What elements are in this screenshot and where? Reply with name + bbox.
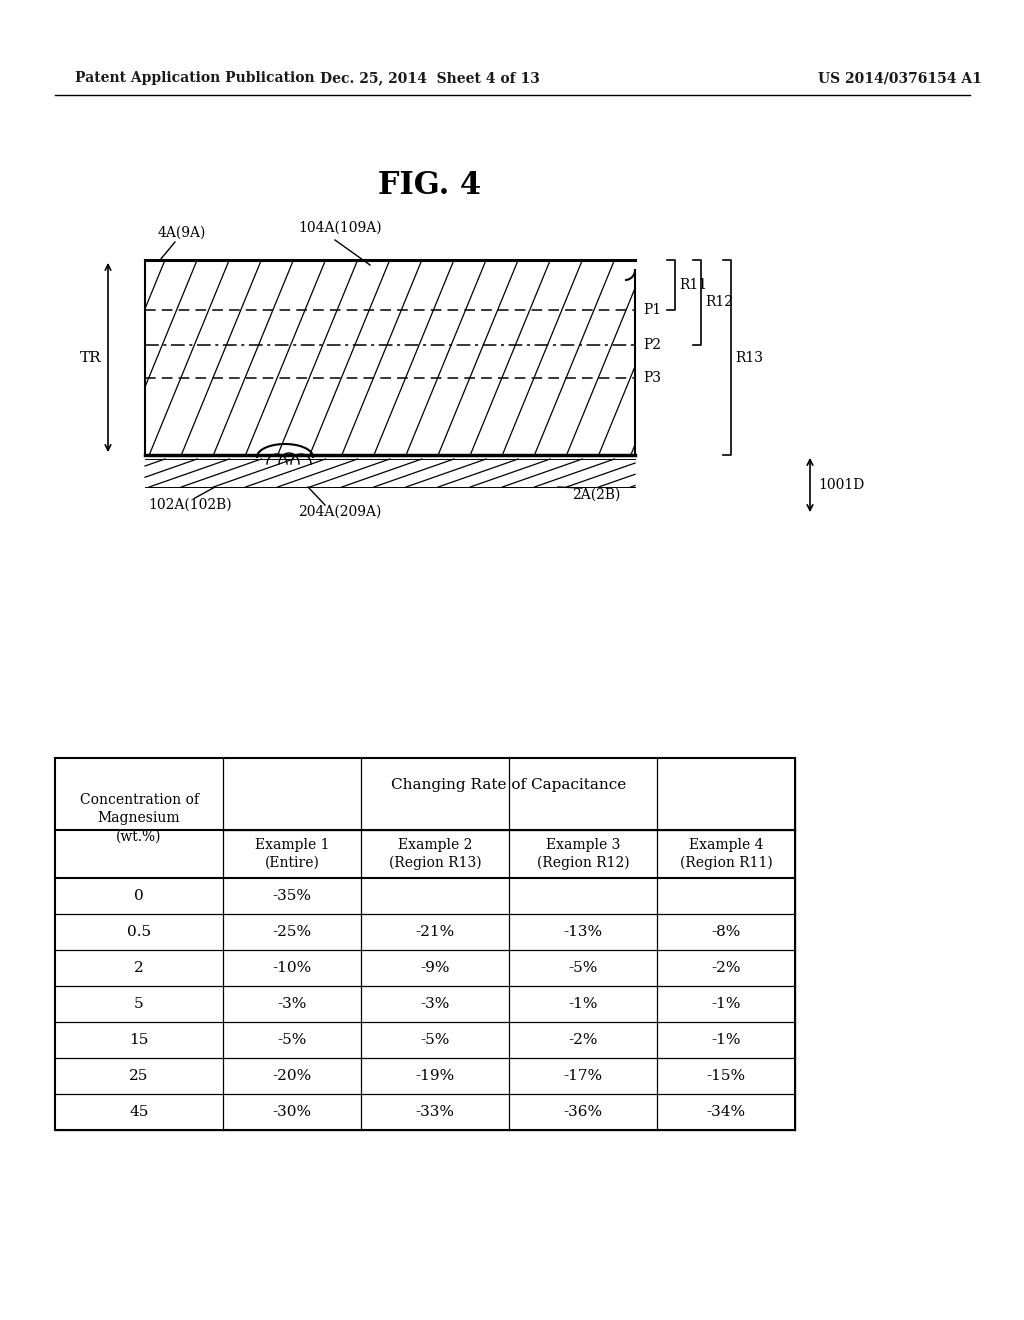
Text: 102A(102B): 102A(102B) bbox=[148, 498, 231, 512]
Text: -1%: -1% bbox=[712, 1034, 740, 1047]
Text: Example 4
(Region R11): Example 4 (Region R11) bbox=[680, 838, 772, 870]
Text: -36%: -36% bbox=[563, 1105, 602, 1119]
Text: -17%: -17% bbox=[563, 1069, 602, 1082]
Text: -15%: -15% bbox=[707, 1069, 745, 1082]
Text: -3%: -3% bbox=[420, 997, 450, 1011]
Text: -13%: -13% bbox=[563, 925, 602, 939]
Text: P2: P2 bbox=[643, 338, 662, 352]
Text: R11: R11 bbox=[679, 279, 708, 292]
Text: 104A(109A): 104A(109A) bbox=[298, 220, 382, 235]
Text: 0.5: 0.5 bbox=[127, 925, 152, 939]
Text: -1%: -1% bbox=[568, 997, 598, 1011]
Text: P3: P3 bbox=[643, 371, 662, 385]
Text: Example 3
(Region R12): Example 3 (Region R12) bbox=[537, 838, 630, 870]
Text: -5%: -5% bbox=[278, 1034, 306, 1047]
Text: 1001D: 1001D bbox=[818, 478, 864, 492]
Text: -8%: -8% bbox=[712, 925, 740, 939]
Text: -30%: -30% bbox=[272, 1105, 311, 1119]
Text: 4A(9A): 4A(9A) bbox=[158, 226, 207, 240]
Text: -2%: -2% bbox=[712, 961, 740, 975]
Text: -5%: -5% bbox=[420, 1034, 450, 1047]
Text: -25%: -25% bbox=[272, 925, 311, 939]
Text: R13: R13 bbox=[735, 351, 763, 364]
Text: Concentration of
Magnesium
(wt.%): Concentration of Magnesium (wt.%) bbox=[80, 792, 199, 843]
Text: -9%: -9% bbox=[420, 961, 450, 975]
Text: -10%: -10% bbox=[272, 961, 311, 975]
Text: Patent Application Publication: Patent Application Publication bbox=[75, 71, 314, 84]
Text: -1%: -1% bbox=[712, 997, 740, 1011]
Text: Dec. 25, 2014  Sheet 4 of 13: Dec. 25, 2014 Sheet 4 of 13 bbox=[321, 71, 540, 84]
Text: 2A(2B): 2A(2B) bbox=[572, 488, 621, 502]
Text: Example 1
(Entire): Example 1 (Entire) bbox=[255, 838, 330, 870]
Text: -34%: -34% bbox=[707, 1105, 745, 1119]
Text: TR: TR bbox=[80, 351, 102, 364]
Text: 45: 45 bbox=[129, 1105, 148, 1119]
Text: US 2014/0376154 A1: US 2014/0376154 A1 bbox=[818, 71, 982, 84]
Text: Example 2
(Region R13): Example 2 (Region R13) bbox=[389, 838, 481, 870]
Text: R12: R12 bbox=[705, 296, 733, 309]
Text: 5: 5 bbox=[134, 997, 143, 1011]
Text: -2%: -2% bbox=[568, 1034, 598, 1047]
Text: Changing Rate of Capacitance: Changing Rate of Capacitance bbox=[391, 779, 627, 792]
Text: -20%: -20% bbox=[272, 1069, 311, 1082]
Text: -19%: -19% bbox=[416, 1069, 455, 1082]
Text: 2: 2 bbox=[134, 961, 144, 975]
Text: -5%: -5% bbox=[568, 961, 598, 975]
Text: 204A(209A): 204A(209A) bbox=[298, 506, 381, 519]
Text: FIG. 4: FIG. 4 bbox=[379, 169, 481, 201]
Text: 25: 25 bbox=[129, 1069, 148, 1082]
Text: -33%: -33% bbox=[416, 1105, 455, 1119]
Text: 15: 15 bbox=[129, 1034, 148, 1047]
Text: P1: P1 bbox=[643, 304, 662, 317]
Text: -21%: -21% bbox=[416, 925, 455, 939]
Text: -35%: -35% bbox=[272, 888, 311, 903]
Bar bbox=[55, 758, 795, 1130]
Text: -3%: -3% bbox=[278, 997, 306, 1011]
Text: 0: 0 bbox=[134, 888, 144, 903]
